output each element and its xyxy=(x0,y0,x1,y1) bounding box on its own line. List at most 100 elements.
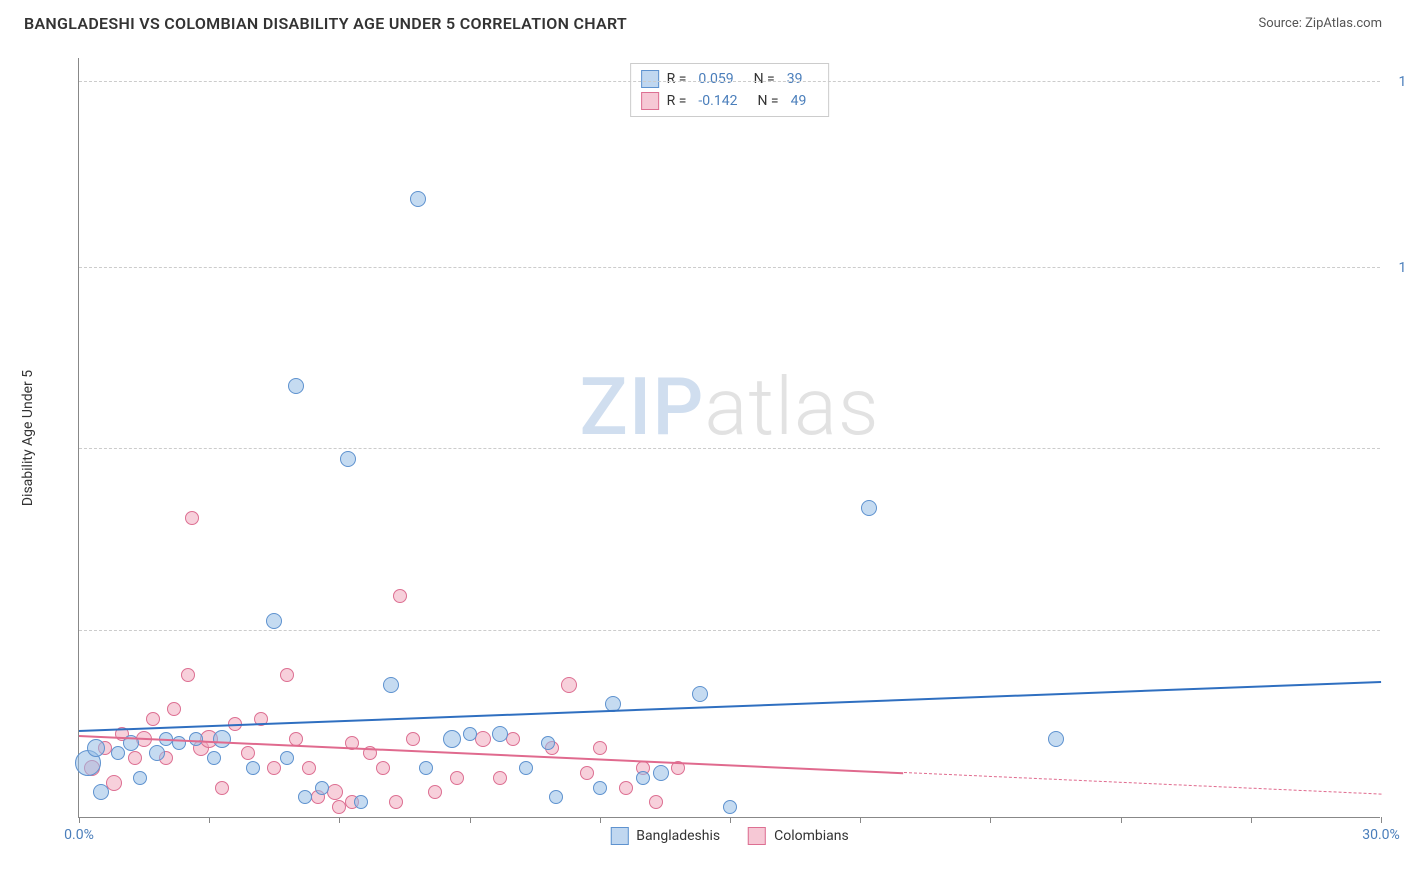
data-point xyxy=(87,739,105,757)
legend-row: R = -0.142 N = 49 xyxy=(641,90,819,112)
data-point xyxy=(692,686,708,702)
x-tick xyxy=(79,817,80,823)
legend-r-label: R = xyxy=(667,93,687,109)
gridline xyxy=(79,267,1380,268)
watermark-atlas: atlas xyxy=(704,360,879,454)
legend-r-label: R = xyxy=(667,71,687,87)
chart-container: Disability Age Under 5 ZIPatlas R =0.059… xyxy=(48,58,1388,838)
data-point xyxy=(492,726,508,742)
data-point xyxy=(315,781,329,795)
legend-n-label: N = xyxy=(757,93,778,109)
legend-n-value: 49 xyxy=(791,93,807,109)
x-tick xyxy=(1381,817,1382,823)
trend-line xyxy=(79,681,1381,732)
data-point xyxy=(463,727,477,741)
legend-item: Bangladeshis xyxy=(610,827,720,845)
data-point xyxy=(207,751,221,765)
data-point xyxy=(389,795,403,809)
data-point xyxy=(181,668,195,682)
watermark-zip: ZIP xyxy=(580,360,705,454)
legend-label: Bangladeshis xyxy=(636,828,720,844)
data-point xyxy=(393,589,407,603)
x-tick xyxy=(1251,817,1252,823)
data-point xyxy=(354,795,368,809)
data-point xyxy=(149,745,165,761)
data-point xyxy=(213,730,231,748)
x-tick xyxy=(470,817,471,823)
data-point xyxy=(340,451,356,467)
x-tick xyxy=(730,817,731,823)
data-point xyxy=(450,771,464,785)
legend-item: Colombians xyxy=(748,827,849,845)
data-point xyxy=(280,751,294,765)
data-point xyxy=(428,785,442,799)
legend-swatch xyxy=(641,92,659,110)
data-point xyxy=(475,731,491,747)
data-point xyxy=(383,677,399,693)
legend-n-value: 39 xyxy=(787,71,803,87)
trend-line xyxy=(904,772,1381,795)
data-point xyxy=(1048,731,1064,747)
data-point xyxy=(506,732,520,746)
data-point xyxy=(549,790,563,804)
data-point xyxy=(653,765,669,781)
chart-title: BANGLADESHI VS COLOMBIAN DISABILITY AGE … xyxy=(24,14,627,33)
data-point xyxy=(861,500,877,516)
scatter-plot: ZIPatlas R =0.059N =39R =-0.142N =49 Ban… xyxy=(78,58,1380,818)
data-point xyxy=(541,736,555,750)
legend-r-value: -0.142 xyxy=(698,93,737,109)
data-point xyxy=(593,781,607,795)
data-point xyxy=(146,712,160,726)
data-point xyxy=(167,702,181,716)
legend-label: Colombians xyxy=(774,828,849,844)
x-tick xyxy=(1121,817,1122,823)
x-tick xyxy=(600,817,601,823)
legend-swatch xyxy=(748,827,766,845)
data-point xyxy=(561,677,577,693)
gridline xyxy=(79,630,1380,631)
watermark: ZIPatlas xyxy=(580,360,880,454)
data-point xyxy=(327,784,343,800)
data-point xyxy=(723,800,737,814)
y-axis-label: Disability Age Under 5 xyxy=(20,370,36,506)
data-point xyxy=(443,730,461,748)
data-point xyxy=(636,771,650,785)
data-point xyxy=(189,732,203,746)
data-point xyxy=(185,511,199,525)
data-point xyxy=(106,775,122,791)
data-point xyxy=(519,761,533,775)
x-tick xyxy=(860,817,861,823)
data-point xyxy=(376,761,390,775)
data-point xyxy=(419,761,433,775)
data-point xyxy=(298,790,312,804)
x-tick-label: 0.0% xyxy=(64,827,94,843)
chart-source: Source: ZipAtlas.com xyxy=(1258,16,1382,31)
data-point xyxy=(215,781,229,795)
data-point xyxy=(246,761,260,775)
data-point xyxy=(280,668,294,682)
data-point xyxy=(111,746,125,760)
data-point xyxy=(410,191,426,207)
data-point xyxy=(580,766,594,780)
x-tick xyxy=(339,817,340,823)
data-point xyxy=(289,732,303,746)
data-point xyxy=(593,741,607,755)
x-tick xyxy=(209,817,210,823)
data-point xyxy=(241,746,255,760)
x-tick-label: 30.0% xyxy=(1362,827,1400,843)
x-tick xyxy=(990,817,991,823)
data-point xyxy=(619,781,633,795)
gridline xyxy=(79,81,1380,82)
y-tick-label: 11.2% xyxy=(1398,260,1406,276)
data-point xyxy=(332,800,346,814)
data-point xyxy=(267,761,281,775)
data-point xyxy=(406,732,420,746)
data-point xyxy=(93,784,109,800)
legend-n-label: N = xyxy=(754,71,775,87)
chart-header: BANGLADESHI VS COLOMBIAN DISABILITY AGE … xyxy=(0,0,1406,43)
data-point xyxy=(266,613,282,629)
legend-swatch xyxy=(610,827,628,845)
legend-swatch xyxy=(641,70,659,88)
gridline xyxy=(79,448,1380,449)
data-point xyxy=(288,378,304,394)
